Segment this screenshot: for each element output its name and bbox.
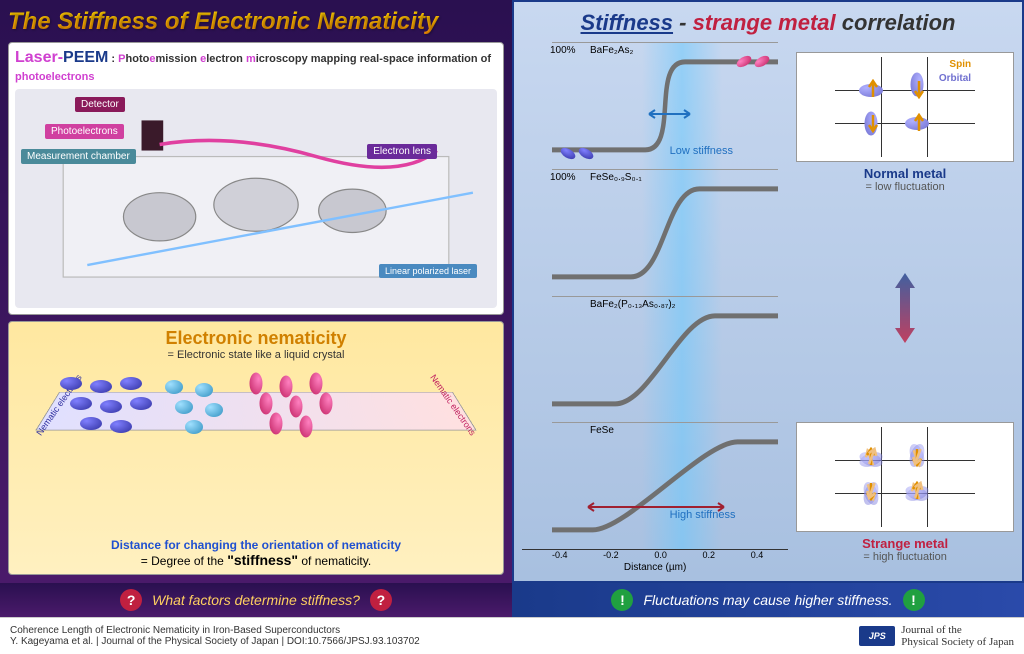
electron-blue [60,377,82,390]
stiffness-definition: = Degree of the "stiffness" of nematicit… [15,552,497,568]
right-title: Stiffness - strange metal correlation [522,10,1014,36]
curve-svg [552,423,778,549]
peem-instrument-diagram: Detector Photoelectrons Measurement cham… [15,89,497,308]
strange-lattice [796,422,1014,532]
chart-1: 100% FeSe₀.₉S₀.₁ [552,169,778,296]
spin-arrow-icon [909,113,929,133]
exclaim-icon: ! [903,589,925,611]
citation-bar: Coherence Length of Electronic Nematicit… [0,617,1024,654]
spin-fluct-icon [861,447,885,471]
peem-title: Laser-PEEM : Photoemission electron micr… [15,49,497,85]
normal-label: Normal metal [796,166,1014,181]
spin-fluct-icon [861,481,885,505]
compound-label: FeSe₀.₉S₀.₁ [590,172,642,183]
spin-arrow-icon [863,113,883,133]
strange-label: Strange metal [796,536,1014,551]
label-detector: Detector [75,97,125,112]
width-arrow-icon [647,108,692,120]
question-bar: ? What factors determine stiffness? ? [0,583,512,617]
normal-lattice: Spin Orbital [796,52,1014,162]
label-lens: Electron lens [367,144,437,159]
domain-icons [560,145,594,163]
width-arrow-icon [586,501,726,513]
strange-sub: = high fluctuation [796,551,1014,563]
stiffness-annotation: Low stiffness [670,145,733,157]
chart-3: FeSe High stiffness [552,422,778,549]
nematic-subtitle: = Electronic state like a liquid crystal [15,349,497,361]
question-icon: ? [370,589,392,611]
right-panel: Stiffness - strange metal correlation 10… [512,0,1024,583]
jps-logo: JPS [859,626,895,646]
chart-0: 100% BaFe₂As₂ Low stiffness [552,42,778,169]
journal-block: JPS Journal of the Physical Society of J… [859,624,1014,648]
legend-spin: Spin [949,59,971,70]
label-laser: Linear polarized laser [379,264,477,278]
electron-mid [185,420,203,434]
y-label: 100% [550,172,576,183]
chart-2: BaFe₂(P₀.₁₃As₀.₈₇)₂ [552,296,778,423]
normal-sub: = low fluctuation [796,181,1014,193]
electron-blue [110,420,132,433]
left-panel: The Stiffness of Electronic Nematicity L… [0,0,512,583]
curve-svg [552,297,778,423]
x-axis-label: Distance (µm) [522,562,788,573]
conclusion-bar: ! Fluctuations may cause higher stiffnes… [512,583,1024,617]
nematic-panel: Electronic nematicity = Electronic state… [8,321,504,575]
electron-pink [300,416,313,438]
distance-label: Distance for changing the orientation of… [15,538,497,552]
spin-fluct-icon [907,481,931,505]
strange-metal-block: Strange metal = high fluctuation [796,422,1014,563]
spin-fluct-icon [907,447,931,471]
legend-orbital: Orbital [939,73,971,84]
right-body: 100% BaFe₂As₂ Low stiffness 100% FeSe₀.₉… [522,42,1014,573]
x-ticks: -0.4 -0.2 0.0 0.2 0.4 [522,550,788,560]
chart-column: 100% BaFe₂As₂ Low stiffness 100% FeSe₀.₉… [522,42,788,573]
peem-panel: Laser-PEEM : Photoemission electron micr… [8,42,504,315]
main-title: The Stiffness of Electronic Nematicity [8,8,504,36]
nematic-title: Electronic nematicity [15,328,497,349]
label-photoelectrons: Photoelectrons [45,124,124,139]
curve-svg [552,170,778,296]
y-label: 100% [550,45,576,56]
nematic-diagram: Nematic electrons Nematic electrons [25,365,487,534]
gradient-arrow-icon [890,273,920,343]
spin-arrow-icon [909,79,929,99]
compound-label: BaFe₂As₂ [590,45,633,56]
citation-text: Coherence Length of Electronic Nematicit… [10,625,420,647]
electron-pink [270,413,283,435]
normal-metal-block: Spin Orbital [796,52,1014,193]
exclaim-icon: ! [611,589,633,611]
electron-blue [120,377,142,390]
compound-label: FeSe [590,425,614,436]
question-icon: ? [120,589,142,611]
label-measurement: Measurement chamber [21,149,136,164]
footer-questions: ? What factors determine stiffness? ? ! … [0,583,1024,617]
spin-arrow-icon [863,79,883,99]
lattice-column: Spin Orbital [796,42,1014,573]
compound-label: BaFe₂(P₀.₁₃As₀.₈₇)₂ [590,299,676,310]
domain-icons [736,53,770,71]
